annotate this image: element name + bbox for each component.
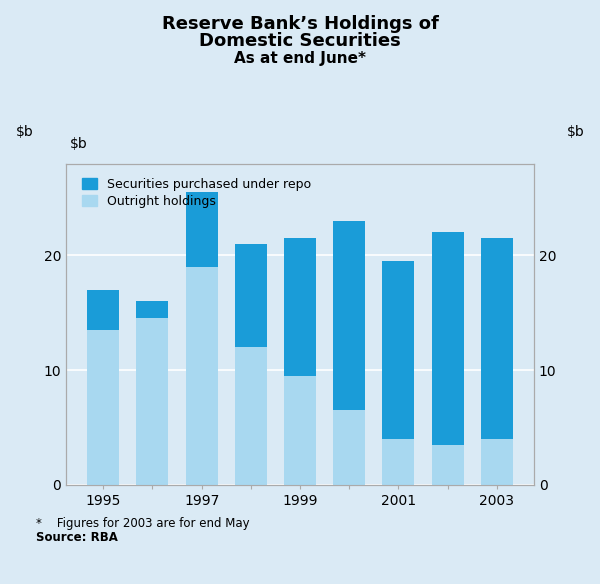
Bar <box>87 330 119 485</box>
Bar <box>333 410 365 485</box>
Bar <box>284 238 316 376</box>
Bar <box>382 439 415 485</box>
Bar <box>431 444 464 485</box>
Text: $b: $b <box>16 124 33 138</box>
Bar <box>235 244 267 347</box>
Bar <box>333 221 365 410</box>
Text: $b: $b <box>567 124 584 138</box>
Bar <box>235 347 267 485</box>
Text: As at end June*: As at end June* <box>234 51 366 67</box>
Bar <box>284 376 316 485</box>
Text: $b: $b <box>70 137 88 151</box>
Bar <box>136 318 169 485</box>
Text: Domestic Securities: Domestic Securities <box>199 32 401 50</box>
Bar <box>87 290 119 330</box>
Legend: Securities purchased under repo, Outright holdings: Securities purchased under repo, Outrigh… <box>77 173 316 213</box>
Bar <box>481 238 513 439</box>
Text: Reserve Bank’s Holdings of: Reserve Bank’s Holdings of <box>161 15 439 33</box>
Text: *    Figures for 2003 are for end May: * Figures for 2003 are for end May <box>36 517 250 530</box>
Bar <box>382 261 415 439</box>
Bar <box>185 267 218 485</box>
Bar <box>431 232 464 444</box>
Bar <box>481 439 513 485</box>
Text: Source: RBA: Source: RBA <box>36 531 118 544</box>
Bar <box>185 192 218 267</box>
Bar <box>136 301 169 318</box>
